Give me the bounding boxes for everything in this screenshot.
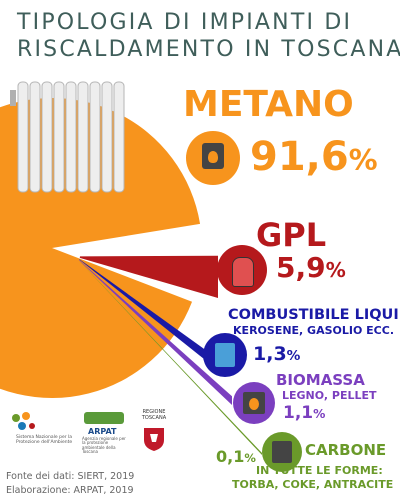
gas-cylinder-icon — [217, 245, 267, 295]
title-line-2: RISCALDAMENTO IN TOSCANA — [17, 37, 400, 62]
slice-carbone — [78, 260, 263, 455]
slice-biomassa — [78, 259, 232, 405]
source-line-2: Elaborazione: ARPAT, 2019 — [6, 485, 134, 496]
radiator-icon — [10, 81, 125, 193]
slice-gpl — [79, 255, 219, 298]
fireplace-icon — [233, 382, 275, 424]
source-line-1: Fonte dei dati: SIERT, 2019 — [6, 471, 135, 482]
value-metano: 91,6% — [250, 134, 378, 180]
value-carbone: 0,1% — [216, 447, 256, 466]
sublabel-carbone-2: TORBA, COKE, ANTRACITE — [232, 478, 394, 491]
value-gpl: 5,9% — [276, 251, 346, 284]
sublabel-liquido: KEROSENE, GASOLIO ECC. — [233, 324, 394, 337]
regione-toscana-logo: REGIONE TOSCANA — [136, 409, 172, 455]
sublabel-biomassa: LEGNO, PELLET — [282, 389, 377, 402]
snpa-logo: Sistema Nazionale per la Protezione dell… — [8, 410, 73, 455]
title-line-1: TIPOLOGIA DI IMPIANTI DI — [17, 10, 353, 35]
label-carbone: CARBONE — [305, 441, 387, 459]
value-biomassa: 1,1% — [283, 403, 326, 423]
label-metano: METANO — [183, 84, 354, 125]
arpat-logo: ARPAT Agenzia regionale per la protezion… — [82, 410, 128, 455]
label-biomassa: BIOMASSA — [276, 371, 365, 389]
label-gpl: GPL — [256, 216, 327, 254]
stove-icon — [203, 333, 247, 377]
slice-liquido — [79, 259, 204, 359]
coal-furnace-icon — [262, 432, 302, 472]
boiler-icon — [186, 131, 240, 185]
sublabel-carbone-1: IN TUTTE LE FORME: — [256, 464, 383, 477]
label-liquido: COMBUSTIBILE LIQUIDO — [228, 307, 400, 323]
value-liquido: 1,3% — [253, 343, 301, 365]
